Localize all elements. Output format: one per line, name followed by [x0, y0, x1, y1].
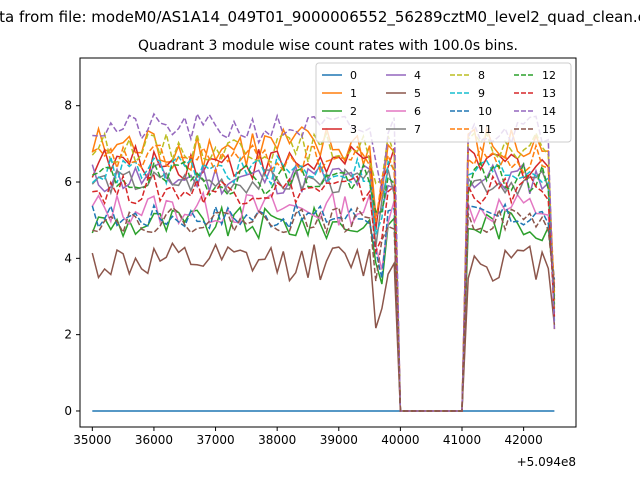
series-line-15 — [92, 206, 556, 412]
legend-label: 14 — [542, 105, 556, 118]
x-tick-label: 40000 — [381, 433, 419, 447]
series-line-6 — [91, 190, 556, 412]
series-line-13 — [92, 173, 556, 412]
plot-area-frame — [79, 57, 577, 428]
x-tick-label: 42000 — [505, 433, 543, 447]
y-tick-label: 2 — [64, 328, 72, 342]
legend-label: 10 — [478, 105, 492, 118]
legend-label: 6 — [414, 105, 421, 118]
legend-label: 5 — [414, 87, 421, 100]
legend-label: 3 — [350, 123, 357, 136]
y-tick-label: 0 — [64, 404, 72, 418]
x-tick-label: 41000 — [443, 433, 481, 447]
series-line-10 — [91, 201, 556, 412]
x-axis-offset-label: +5.094e8 — [517, 455, 576, 469]
series-line-9 — [91, 154, 556, 412]
legend-label: 8 — [478, 69, 485, 82]
x-tick-label: 39000 — [320, 433, 358, 447]
x-tick-label: 36000 — [135, 433, 173, 447]
legend-label: 15 — [542, 123, 556, 136]
y-tick-label: 8 — [64, 99, 72, 113]
y-tick-label: 6 — [64, 175, 72, 189]
legend-label: 12 — [542, 69, 556, 82]
legend-label: 0 — [350, 69, 357, 82]
legend-label: 9 — [478, 87, 485, 100]
series-line-2 — [91, 204, 556, 412]
series-line-5 — [91, 241, 556, 412]
series-line-11 — [91, 143, 556, 412]
legend-label: 13 — [542, 87, 556, 100]
y-tick-label: 4 — [64, 251, 72, 265]
legend-box — [315, 62, 572, 143]
chart-title: Quadrant 3 module wise count rates with … — [138, 38, 518, 54]
legend-label: 11 — [478, 123, 492, 136]
legend-label: 2 — [350, 105, 357, 118]
legend-label: 7 — [414, 123, 421, 136]
figure-suptitle: Data from file: modeM0/AS1A14_049T01_900… — [0, 8, 640, 27]
legend-label: 1 — [350, 87, 357, 100]
x-tick-label: 38000 — [258, 433, 296, 447]
x-tick-label: 35000 — [73, 433, 111, 447]
series-line-3 — [91, 143, 556, 412]
x-tick-label: 37000 — [196, 433, 234, 447]
series-line-7 — [91, 167, 556, 412]
axis-ticks: 35000 36000 37000 38000 39000 40000 41000 42000… — [64, 99, 542, 447]
series-line-12 — [92, 160, 556, 412]
legend-label: 4 — [414, 69, 421, 82]
